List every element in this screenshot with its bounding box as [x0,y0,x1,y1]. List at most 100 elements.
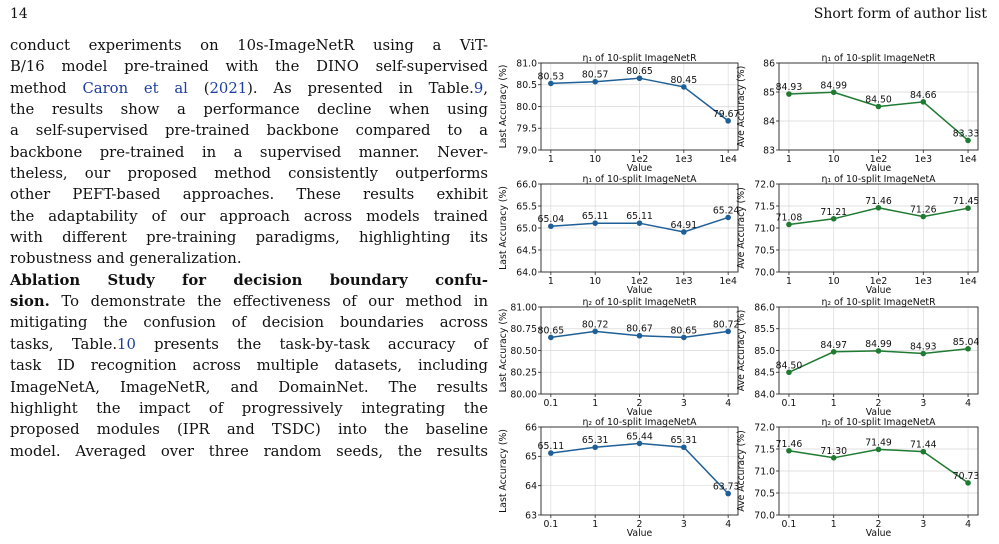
x-tick-label: 0.1 [782,519,797,530]
text-line: backbone pre-trained in a supervised man… [10,142,488,163]
running-head: Short form of author list [813,6,987,22]
y-tick-label: 80.00 [510,389,537,400]
series-line [550,77,729,122]
text-span: backbone pre-trained in a supervised man… [10,143,488,161]
data-point [636,220,643,226]
x-tick-label: 3 [681,398,687,409]
data-label: 84.97 [820,340,847,351]
citation-link[interactable]: 2021 [209,79,248,97]
y-tick-label: 66 [525,422,537,433]
chart-title: η₂ of 10-split ImageNetA [583,417,698,428]
x-tick-label: 2 [637,398,643,409]
y-tick-label: 70.5 [754,245,775,256]
page-number: 14 [10,6,28,22]
x-tick-label: 1e2 [631,154,649,165]
series-line [550,442,729,495]
body-text-column: conduct experiments on 10s-ImageNetR usi… [10,35,488,462]
chart-title: η₂ of 10-split ImageNetR [821,297,936,308]
x-tick-label: 4 [725,519,731,530]
x-tick-label: 1e3 [675,154,693,165]
data-label: 70.73 [953,471,980,482]
y-tick-label: 72.0 [754,179,775,190]
data-label: 84.93 [910,342,937,353]
data-point [786,221,792,228]
citation-link[interactable]: Caron et al [82,79,188,97]
y-axis-label: Ave Accuracy (%) [736,430,747,511]
x-tick-label: 3 [920,519,926,530]
data-label: 80.72 [582,319,609,330]
text-span: a self-supervised pre-trained backbone c… [10,122,488,140]
series-line [788,207,969,226]
data-point [875,103,882,110]
chart-title: η₂ of 10-split ImageNetR [582,297,697,308]
data-label: 84.50 [865,95,892,106]
data-label: 79.67 [713,109,740,120]
text-span: ( [187,79,210,97]
x-tick-label: 0.1 [543,398,558,409]
data-point [636,332,643,339]
citation-link[interactable]: 9 [473,79,484,97]
data-label: 71.44 [910,440,937,451]
x-tick-label: 4 [725,398,731,409]
y-axis-label: Ave Accuracy (%) [736,187,747,268]
data-point [920,213,927,220]
data-label: 80.53 [538,71,565,82]
data-point [965,205,971,211]
x-axis-label: Value [866,407,892,418]
text-line: other PEFT-based approaches. These resul… [10,184,488,205]
x-tick-label: 1 [548,154,554,165]
bold-text: Ablation Study for decision boundary con… [10,271,488,289]
text-line: the results show a performance decline w… [10,99,488,120]
x-axis-label: Value [866,528,892,539]
data-label: 71.26 [910,205,937,216]
citation-link[interactable]: 10 [117,335,136,353]
plot-frame [778,62,979,151]
plot-frame [540,62,739,151]
x-tick-label: 1 [831,398,837,409]
data-label: 83.33 [953,128,980,139]
data-point [681,444,687,451]
text-line: robustness and generalization. [10,248,488,269]
y-axis-label: Last Accuracy (%) [498,65,509,149]
x-tick-label: 2 [876,519,882,530]
data-label: 85.04 [953,337,980,348]
y-tick-label: 84.5 [754,368,775,379]
x-tick-label: 2 [637,519,643,530]
data-label: 65.44 [626,431,653,442]
data-label: 71.30 [820,446,847,457]
data-point [592,328,598,335]
chart-panel: 79.0 79.5 80.0 80.5 81.0 1 10 1e2 1e3 1e4 80.53 80.… [498,53,740,174]
data-point [725,118,731,124]
y-tick-label: 80.0 [516,102,537,113]
x-tick-label: 4 [965,398,971,409]
text-span: ). As presented in Table. [247,79,474,97]
data-label: 63.73 [713,482,740,493]
text-line: ImageNetA, ImageNetR, and DomainNet. The… [10,377,488,398]
y-tick-label: 80.5 [516,80,537,91]
series-line [550,216,729,233]
text-span: mitigating the confusion of decision bou… [10,314,488,332]
plot-frame [540,306,739,395]
data-label: 80.65 [671,325,698,336]
y-tick-label: 79.5 [516,124,537,135]
data-point [830,89,837,96]
x-tick-label: 1e4 [959,154,977,165]
text-span: ImageNetA, ImageNetR, and DomainNet. The… [10,378,488,396]
chart-title: η₁ of 10-split ImageNetR [821,53,936,64]
y-tick-label: 64.0 [516,267,537,278]
data-label: 80.65 [626,66,653,77]
text-span: task ID recognition across multiple data… [10,357,488,375]
data-label: 80.65 [538,325,565,336]
data-label: 71.46 [865,196,892,207]
data-label: 84.93 [776,82,803,93]
text-span: conduct experiments on 10s-ImageNetR usi… [10,37,488,54]
y-tick-label: 65 [525,452,537,463]
data-point [875,446,882,453]
x-tick-label: 1 [831,519,837,530]
data-point [592,444,598,451]
y-tick-label: 66.0 [516,179,537,190]
text-span: highlight the impact of progressively in… [10,399,488,417]
data-label: 84.99 [820,80,847,91]
data-label: 65.04 [538,214,565,225]
data-point [786,91,792,97]
